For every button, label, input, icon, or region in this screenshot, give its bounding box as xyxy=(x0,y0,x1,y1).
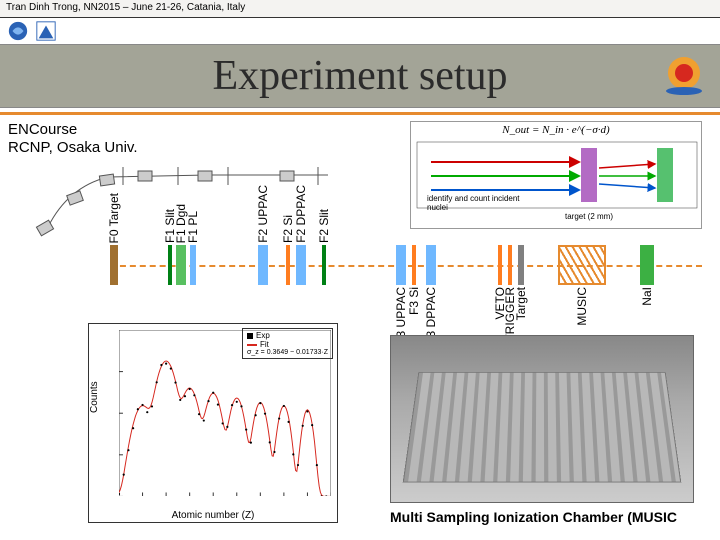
title-band: Experiment setup xyxy=(0,44,720,108)
f3-dppac-box xyxy=(426,245,436,285)
equation-diagram-icon: target (2 mm) xyxy=(411,122,703,230)
f2-slit-label: F2 Slit xyxy=(317,209,331,243)
page-title: Experiment setup xyxy=(212,52,507,100)
f1-dgd-box xyxy=(176,245,186,285)
f2-uppac-label: F2 UPPAC xyxy=(256,185,270,243)
f3-si-label: F3 Si xyxy=(407,287,421,315)
target-label: Target xyxy=(514,287,528,320)
nn2015-logo-icon xyxy=(662,53,706,97)
detector-line: F0 TargetF1 SlitF1 DgdF1 PLF2 UPPACF2 Si… xyxy=(110,235,702,295)
f0-target-box xyxy=(110,245,118,285)
nai-label: NaI xyxy=(640,287,654,306)
beam-axis-line xyxy=(110,265,702,267)
f2-si-label: F2 Si xyxy=(281,215,295,243)
logo-row xyxy=(0,18,720,44)
music-photo-caption: Multi Sampling Ionization Chamber (MUSIC xyxy=(390,509,677,525)
f3-si-box xyxy=(412,245,416,285)
f3-uppac-box xyxy=(396,245,406,285)
conf-line: Tran Dinh Trong, NN2015 – June 21-26, Ca… xyxy=(6,2,245,13)
music-label: MUSIC xyxy=(575,287,589,326)
trigger-box xyxy=(508,245,512,285)
f2-dppac-box xyxy=(296,245,306,285)
f0-target-label: F0 Target xyxy=(107,193,121,243)
f2-uppac-box xyxy=(258,245,268,285)
veto-box xyxy=(498,245,502,285)
chart-ylabel: Counts xyxy=(89,381,100,413)
f1-pl-box xyxy=(190,245,196,285)
z-spectrum-chart: Exp Fit σ_z = 0.3649 − 0.01733·Z Counts … xyxy=(88,323,338,523)
univ-logo-icon xyxy=(34,20,58,42)
nai-box xyxy=(640,245,654,285)
equation-formula: N_out = N_in · e^(−σ·d) xyxy=(411,124,701,136)
target-box xyxy=(518,245,524,285)
chart-xlabel: Atomic number (Z) xyxy=(89,510,337,521)
equation-panel: N_out = N_in · e^(−σ·d) t xyxy=(410,121,702,229)
music-photo xyxy=(390,335,694,503)
equation-caption: identify and count incident nuclei xyxy=(427,194,537,212)
eq-target-label: target (2 mm) xyxy=(565,212,613,221)
f2-dppac-label: F2 DPPAC xyxy=(294,185,308,243)
f2-si-box xyxy=(286,245,290,285)
beamline-schematic xyxy=(28,127,388,247)
rcnp-logo-icon xyxy=(6,20,30,42)
f1-slit-box xyxy=(168,245,172,285)
f1-pl-label: F1 PL xyxy=(186,211,200,243)
f2-slit-box xyxy=(322,245,326,285)
conf-header: Tran Dinh Trong, NN2015 – June 21-26, Ca… xyxy=(0,0,720,18)
content-area: ENCourse RCNP, Osaka Univ. N_out = N_in … xyxy=(0,115,720,533)
music-box xyxy=(558,245,606,285)
chart-plot-area xyxy=(119,330,331,496)
